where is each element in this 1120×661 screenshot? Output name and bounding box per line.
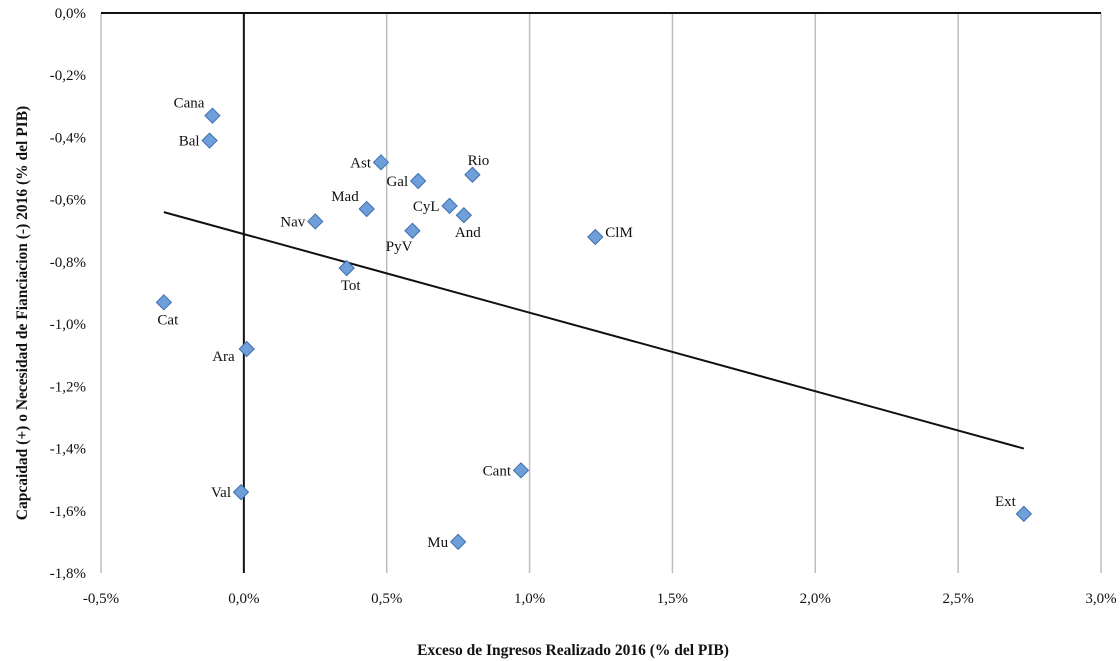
x-tick-label: 0,5% [371,591,402,607]
point-label-rio: Rio [468,153,490,169]
x-tick-label: 0,0% [228,591,259,607]
data-point-tot [338,259,355,277]
x-tick-label: 1,5% [657,591,688,607]
point-label-ext: Ext [995,494,1017,510]
y-tick-label: -0,2% [50,68,86,84]
y-tick-label: -0,6% [50,193,86,209]
axes [101,12,1101,573]
data-point-val [232,483,250,501]
data-points: Cana Bal Cat Ara Val Nav Mad Ast Gal Rio CyL And PyV… [155,96,1033,551]
y-tick-label: -1,4% [50,442,86,458]
point-label-val: Val [211,485,231,501]
data-point-clm [587,228,604,246]
data-point-ast [372,154,390,171]
point-label-pyv: PyV [386,239,413,255]
x-tick-label: 1,0% [514,591,545,607]
data-point-pyv [404,222,421,239]
point-label-cat: Cat [157,312,179,328]
point-label-ast: Ast [350,155,372,171]
grid-lines [100,13,1102,573]
trend-line [163,211,1025,450]
x-tick-labels: -0,5% 0,0% 0,5% 1,0% 1,5% 2,0% 2,5% 3,0% [83,591,1117,607]
data-point-cana [204,107,221,124]
point-label-and: And [455,225,481,241]
y-tick-label: -1,8% [50,566,86,582]
data-point-nav [307,213,324,230]
y-tick-label: -1,6% [50,504,86,520]
point-label-ara: Ara [212,349,235,365]
point-label-clm: ClM [605,225,633,241]
point-label-cana: Cana [174,96,205,112]
data-point-mad [358,200,375,218]
point-label-nav: Nav [280,214,305,230]
data-point-ext [1015,505,1033,523]
y-tick-label: -0,4% [50,130,86,146]
y-tick-label: -1,0% [50,317,86,333]
x-tick-label: 3,0% [1085,591,1116,607]
data-point-and [455,207,473,224]
x-tick-label: -0,5% [83,591,119,607]
data-point-ara [238,340,255,358]
x-tick-label: 2,5% [943,591,974,607]
data-point-mu [449,533,467,551]
point-label-mu: Mu [427,535,448,551]
y-axis-title: Capcaidad (+) o Necesidad de Fianciacion… [14,106,31,520]
point-label-cyl: CyL [413,199,440,215]
data-point-cat [155,294,173,311]
data-point-rio [464,166,481,183]
x-axis-title: Exceso de Ingresos Realizado 2016 (% del… [417,642,729,659]
data-point-gal [409,172,427,190]
point-label-tot: Tot [341,278,362,294]
data-point-bal [201,132,218,149]
y-tick-label: -1,2% [50,379,86,395]
y-tick-labels: 0,0% -0,2% -0,4% -0,6% -0,8% -1,0% -1,2% -1,4% -… [50,6,86,582]
y-tick-label: 0,0% [55,6,86,22]
y-tick-label: -0,8% [50,255,86,271]
x-tick-label: 2,0% [800,591,831,607]
data-point-cant [512,462,530,479]
point-label-gal: Gal [386,174,408,190]
data-point-cyl [441,197,458,215]
point-label-mad: Mad [331,189,359,205]
point-label-cant: Cant [483,463,512,479]
point-label-bal: Bal [179,134,200,150]
